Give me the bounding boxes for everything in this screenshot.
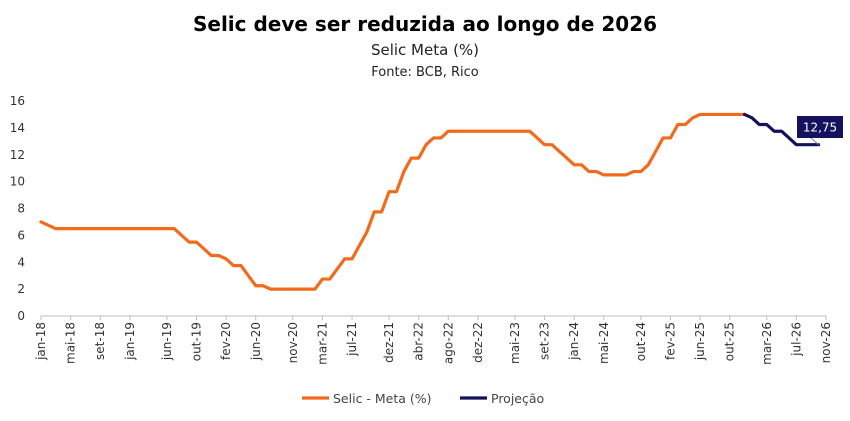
y-tick-label: 2 — [17, 282, 25, 296]
y-tick-label: 0 — [17, 309, 25, 323]
chart-source: Fonte: BCB, Rico — [371, 65, 479, 80]
x-tick-label: jan-18 — [34, 322, 48, 361]
x-tick-label: mar-21 — [315, 322, 329, 365]
legend-label: Selic - Meta (%) — [333, 391, 432, 406]
x-tick-label: mai-18 — [64, 322, 78, 364]
end-label-box — [797, 116, 843, 138]
axis-layer: 0 2 4 6 8 10 12 14 16 jan-18 mai-18 set-18 jan-19 jun… — [10, 94, 833, 365]
y-tick-label: 4 — [17, 255, 25, 269]
x-tick-label: nov-20 — [286, 322, 300, 363]
series-layer — [39, 112, 821, 291]
chart-subtitle: Selic Meta (%) — [370, 41, 480, 59]
x-tick-label: mai-24 — [597, 322, 611, 364]
x-tick-label: jun-25 — [693, 322, 707, 361]
x-tick-label: ago-22 — [441, 322, 455, 364]
series-line-selic-meta — [39, 112, 747, 291]
x-tick-label: fev-20 — [219, 322, 233, 360]
x-tick-label: out-25 — [723, 322, 737, 361]
x-tick-label: jan-24 — [567, 322, 581, 361]
legend-label: Projeção — [491, 391, 544, 406]
end-label-text: 12,75 — [803, 121, 837, 135]
x-tick-label: fev-25 — [663, 322, 677, 360]
x-tick-label: dez-21 — [382, 322, 396, 363]
x-tick-label: out-19 — [190, 322, 204, 361]
y-tick-label: 14 — [10, 121, 25, 135]
y-tick-label: 16 — [10, 94, 25, 108]
y-tick-label: 6 — [17, 228, 25, 242]
y-tick-label: 8 — [17, 202, 25, 216]
x-tick-label: set-18 — [93, 322, 107, 360]
x-tick-label: set-23 — [538, 322, 552, 360]
series-line-projecao — [742, 112, 821, 147]
x-tick-label: out-24 — [634, 322, 648, 361]
x-tick-label: jun-20 — [249, 322, 263, 361]
x-tick-label: jan-19 — [123, 322, 137, 361]
legend: Selic - Meta (%) Projeção — [302, 391, 544, 406]
x-tick-label: mai-23 — [508, 322, 522, 364]
end-label-leader — [810, 137, 819, 146]
y-tick-label: 12 — [10, 148, 25, 162]
x-tick-label: jul-26 — [789, 322, 803, 357]
chart-title: Selic deve ser reduzida ao longo de 2026 — [192, 12, 658, 36]
x-tick-label: mar-26 — [760, 322, 774, 365]
x-tick-label: jun-19 — [160, 322, 174, 361]
x-tick-label: dez-22 — [471, 322, 485, 363]
label-layer: 12,75 — [797, 116, 843, 146]
y-tick-label: 10 — [10, 175, 25, 189]
x-tick-label: abr-22 — [412, 322, 426, 361]
x-tick-label: nov-26 — [819, 322, 833, 363]
x-tick-label: jul-21 — [345, 322, 359, 357]
